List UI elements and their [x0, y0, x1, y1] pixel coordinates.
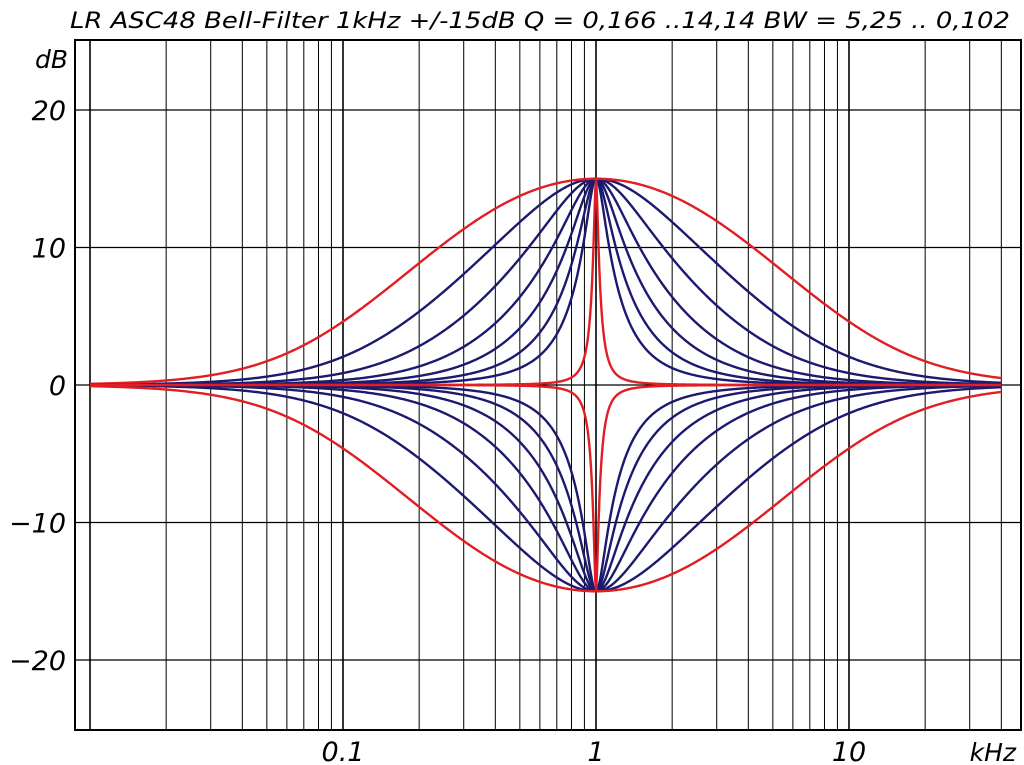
x-axis-label: kHz: [970, 738, 1017, 765]
plot-frame: [74, 39, 1022, 731]
curve-group: [89, 177, 1002, 593]
y-tick-label: 0: [49, 371, 66, 402]
y-axis-label: dB: [35, 45, 68, 74]
y-tick-label: 20: [32, 96, 66, 127]
series-line: [89, 177, 1002, 387]
chart-title: LR ASC48 Bell-Filter 1kHz +/-15dB Q = 0,…: [70, 9, 1010, 34]
series-line: [89, 383, 1002, 593]
series-line: [89, 177, 1002, 386]
x-tick-label: 0.1: [322, 737, 365, 765]
series-line: [89, 383, 1002, 591]
y-tick-label: −10: [9, 509, 66, 540]
series-line: [89, 384, 1002, 593]
series-line: [89, 384, 1002, 593]
y-tick-label: −20: [9, 646, 66, 677]
x-tick-label: 10: [832, 737, 866, 765]
y-tick-label: 10: [32, 234, 66, 265]
tick-labels: 20 10 0 −10 −20 0.1 1 10: [9, 96, 866, 765]
series-line: [89, 177, 1002, 386]
x-tick-label: 1: [587, 737, 604, 765]
